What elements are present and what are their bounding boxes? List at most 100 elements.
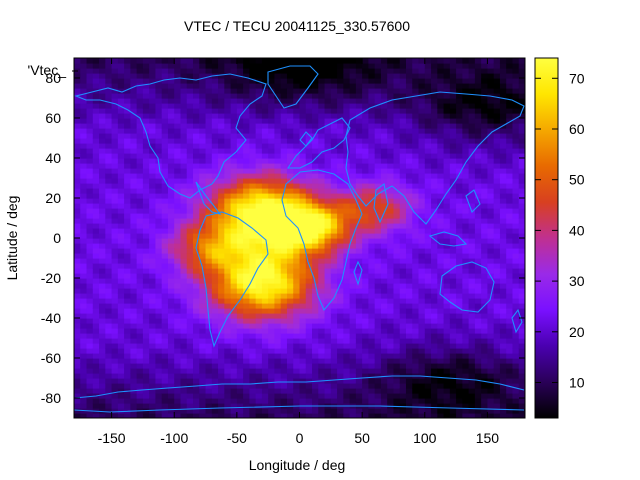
heatmap-cell <box>249 363 257 369</box>
heatmap-cell <box>92 78 100 84</box>
heatmap-cell <box>99 368 106 374</box>
heatmap-cell <box>343 103 351 109</box>
heatmap-cell <box>80 208 88 214</box>
heatmap-cell <box>255 363 263 369</box>
heatmap-cell <box>374 248 382 254</box>
heatmap-cell <box>456 358 463 364</box>
heatmap-cell <box>393 273 401 279</box>
heatmap-cell <box>387 283 395 289</box>
heatmap-cell <box>186 288 194 294</box>
heatmap-cell <box>330 198 338 204</box>
heatmap-cell <box>111 73 119 79</box>
heatmap-cell <box>130 333 138 339</box>
heatmap-cell <box>117 208 125 214</box>
heatmap-cell <box>149 383 157 389</box>
heatmap-cell <box>105 383 113 389</box>
heatmap-cell <box>255 218 263 224</box>
heatmap-cell <box>224 328 232 334</box>
heatmap-cell <box>374 363 382 369</box>
heatmap-cell <box>349 283 357 289</box>
heatmap-cell <box>380 393 388 399</box>
heatmap-cell <box>399 238 407 244</box>
heatmap-cell <box>255 178 263 184</box>
heatmap-cell <box>499 128 507 134</box>
heatmap-cell <box>236 238 244 244</box>
heatmap-cell <box>299 218 307 224</box>
heatmap-cell <box>174 208 182 214</box>
heatmap-cell <box>474 318 482 324</box>
heatmap-cell <box>261 338 269 344</box>
heatmap-cell <box>424 108 432 114</box>
heatmap-cell <box>149 263 157 269</box>
heatmap-cell <box>142 343 150 349</box>
heatmap-cell <box>368 398 376 404</box>
heatmap-cell <box>393 208 401 214</box>
heatmap-cell <box>224 403 232 409</box>
heatmap-cell <box>481 313 489 319</box>
heatmap-cell <box>462 398 470 404</box>
heatmap-cell <box>249 118 257 124</box>
heatmap-cell <box>493 268 501 274</box>
heatmap-cell <box>286 308 294 314</box>
heatmap-cell <box>286 373 294 379</box>
heatmap-cell <box>174 413 182 418</box>
heatmap-cell <box>374 303 382 309</box>
heatmap-cell <box>362 168 369 174</box>
heatmap-cell <box>142 153 150 159</box>
heatmap-cell <box>437 278 445 284</box>
heatmap-cell <box>180 403 188 409</box>
heatmap-cell <box>481 143 489 149</box>
heatmap-cell <box>161 188 169 194</box>
heatmap-cell <box>105 398 113 404</box>
heatmap-cell <box>105 248 113 254</box>
heatmap-cell <box>249 278 257 284</box>
heatmap-cell <box>337 228 344 234</box>
heatmap-cell <box>205 123 213 129</box>
heatmap-cell <box>481 383 489 389</box>
heatmap-cell <box>431 288 438 294</box>
heatmap-cell <box>80 243 88 249</box>
heatmap-cell <box>312 153 319 159</box>
heatmap-cell <box>293 103 301 109</box>
heatmap-cell <box>193 148 200 154</box>
heatmap-cell <box>474 323 482 329</box>
heatmap-cell <box>424 383 432 389</box>
heatmap-cell <box>318 173 326 179</box>
heatmap-cell <box>305 373 313 379</box>
heatmap-cell <box>349 133 357 139</box>
heatmap-cell <box>387 213 395 219</box>
heatmap-cell <box>243 363 250 369</box>
heatmap-cell <box>230 293 238 299</box>
heatmap-cell <box>142 338 150 344</box>
heatmap-cell <box>218 358 225 364</box>
heatmap-cell <box>243 103 250 109</box>
heatmap-cell <box>92 338 100 344</box>
heatmap-cell <box>374 328 382 334</box>
heatmap-cell <box>387 383 395 389</box>
heatmap-cell <box>130 118 138 124</box>
heatmap-cell <box>437 293 445 299</box>
heatmap-cell <box>236 388 244 394</box>
heatmap-cell <box>393 83 401 89</box>
heatmap-cell <box>111 268 119 274</box>
heatmap-cell <box>261 143 269 149</box>
heatmap-cell <box>449 213 457 219</box>
heatmap-cell <box>431 228 438 234</box>
heatmap-cell <box>86 123 94 129</box>
heatmap-cell <box>268 188 276 194</box>
heatmap-cell <box>149 73 157 79</box>
heatmap-cell <box>174 243 182 249</box>
heatmap-cell <box>224 373 232 379</box>
heatmap-cell <box>261 113 269 119</box>
heatmap-cell <box>268 263 276 269</box>
heatmap-cell <box>99 263 106 269</box>
heatmap-cell <box>224 138 232 144</box>
heatmap-cell <box>236 373 244 379</box>
heatmap-cell <box>456 138 463 144</box>
heatmap-cell <box>161 128 169 134</box>
heatmap-cell <box>349 183 357 189</box>
heatmap-cell <box>193 88 200 94</box>
heatmap-cell <box>449 63 457 69</box>
heatmap-cell <box>305 58 313 64</box>
heatmap-cell <box>117 143 125 149</box>
